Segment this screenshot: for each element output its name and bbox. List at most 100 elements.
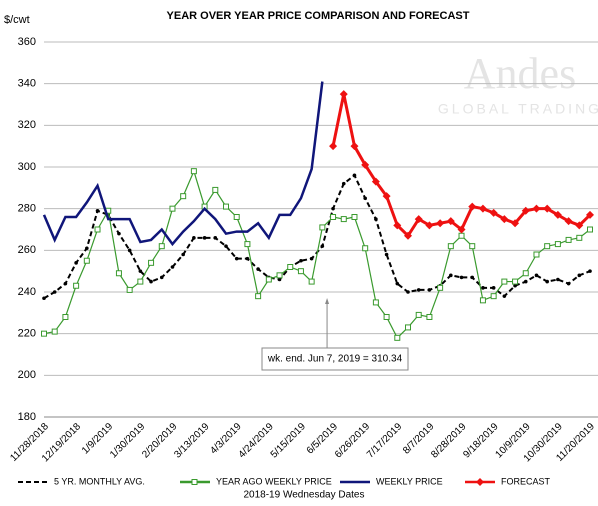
point-marker [575,221,584,230]
point-marker [556,277,560,282]
point-marker [543,204,552,213]
point-marker [491,286,496,290]
legend-label: WEEKLY PRICE [376,476,443,486]
point-marker [320,244,325,248]
point-marker [416,288,421,292]
point-marker [384,252,389,257]
point-marker [190,168,197,175]
point-marker [159,275,164,280]
point-marker [363,196,367,201]
point-marker [308,278,315,285]
point-marker [255,293,262,300]
point-marker [383,314,390,320]
point-marker [446,217,455,226]
point-marker [459,275,464,280]
watermark-sub: GLOBAL TRADING [438,101,598,117]
x-tick-label: 7/17/2019 [365,421,405,461]
point-marker [415,311,422,318]
point-marker [362,245,369,252]
x-axis-label: 2018-19 Wednesday Dates [243,490,364,501]
point-marker [511,219,520,228]
point-marker [521,206,530,215]
point-marker [329,142,338,151]
point-marker [319,224,326,231]
point-marker [115,270,122,277]
point-marker [297,268,304,275]
point-marker [394,334,401,341]
point-marker [587,226,593,233]
point-marker [149,279,153,284]
point-marker [427,288,432,292]
point-marker [212,186,219,193]
point-marker [470,275,475,280]
y-tick-label: 300 [18,161,36,173]
point-marker [406,290,410,294]
point-marker [181,252,185,257]
point-marker [372,299,379,306]
point-marker [512,278,519,285]
point-marker [553,210,562,219]
annotation-arrow [325,298,330,304]
point-marker [502,294,507,298]
point-marker [490,293,497,300]
legend-label: FORECAST [501,476,551,486]
annotation-box [261,347,409,371]
watermark: Andes [464,49,576,98]
point-marker [51,328,58,335]
y-tick-label: 280 [18,203,36,215]
point-marker [586,210,594,219]
point-marker [192,236,196,240]
point-marker [395,281,400,286]
point-marker [501,278,508,285]
point-marker [479,297,486,304]
point-marker [468,202,477,211]
series-line [42,81,324,247]
legend-label: YEAR AGO WEEKLY PRICE [216,476,332,486]
y-tick-label: 180 [18,411,36,423]
point-marker [158,243,165,250]
point-marker [331,206,335,211]
point-marker [138,269,143,273]
point-marker [73,282,80,289]
point-marker [426,314,433,320]
point-marker [577,273,582,278]
point-marker [489,208,498,217]
point-marker [287,264,294,270]
point-marker [41,330,47,337]
point-marker [478,204,487,213]
y-tick-label: 360 [18,36,36,48]
point-marker [95,208,100,213]
point-marker [361,160,370,169]
point-marker [340,216,347,223]
point-marker [414,215,423,224]
point-marker [425,221,434,230]
point-marker [564,217,573,226]
point-marker [202,236,207,240]
point-marker [180,193,187,200]
y-tick-label: 240 [18,286,36,298]
point-marker [522,270,529,277]
point-marker [117,231,121,236]
point-marker [534,273,539,278]
point-marker [457,225,466,234]
point-marker [233,214,240,220]
point-marker [588,269,592,273]
point-marker [458,232,465,239]
point-marker [276,272,283,279]
point-marker [545,279,549,284]
x-tick-label: 5/15/2019 [269,421,309,461]
point-marker [393,221,402,230]
point-marker [371,177,380,186]
y-tick-label: 260 [18,244,36,256]
point-marker [256,267,260,271]
point-marker [565,236,572,243]
point-marker [170,265,175,269]
point-marker [341,181,346,186]
point-marker [554,241,561,248]
point-marker [532,204,541,213]
point-marker [533,251,540,258]
point-marker [277,277,282,282]
point-marker [481,286,485,290]
point-marker [74,261,78,265]
